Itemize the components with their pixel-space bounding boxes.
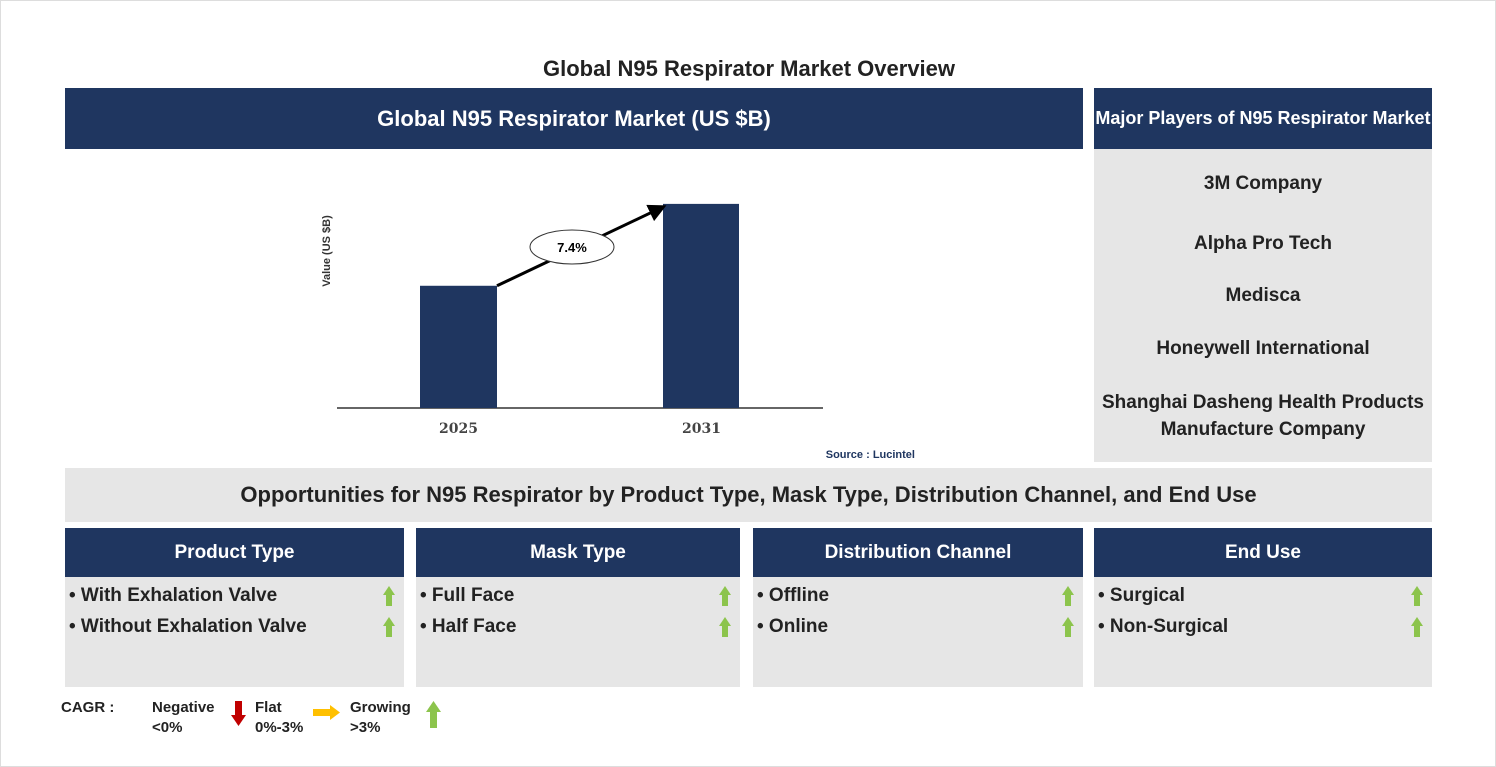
legend-growing: Growing >3% — [350, 698, 411, 738]
segment-item: • Half Face — [416, 611, 740, 642]
player: Medisca — [1225, 285, 1301, 306]
right-arrow-icon — [313, 705, 340, 720]
segment-item: • Non-Surgical — [1094, 611, 1432, 642]
segment-item-label: • Full Face — [420, 584, 515, 606]
down-arrow-icon — [231, 701, 246, 726]
flat-range: 0%-3% — [255, 719, 304, 736]
players-header-text: Major Players of N95 Respirator Market — [1095, 108, 1431, 128]
segment-header: Distribution Channel — [753, 528, 1083, 577]
segment-item: • Full Face — [416, 580, 740, 611]
legend-negative: Negative <0% — [152, 698, 215, 738]
page-title: Global N95 Respirator Market Overview — [542, 56, 956, 81]
segment-panel: • With Exhalation Valve • Without Exhalat… — [65, 577, 404, 687]
segment-item-label: • Online — [757, 615, 829, 637]
players-header: Major Players of N95 Respirator Market — [1094, 88, 1432, 149]
segment-panel: • Offline • Online — [753, 577, 1083, 687]
segment-item-label: • Half Face — [420, 615, 517, 637]
segment-panel: • Surgical • Non-Surgical — [1094, 577, 1432, 687]
segment-panel: • Full Face • Half Face — [416, 577, 740, 687]
growth-arrow-icon — [383, 616, 395, 637]
market-chart: Value (US $B) 2025 2031 7.4% Source : Luc… — [321, 203, 915, 461]
cagr-label: 7.4% — [557, 240, 587, 255]
segment-item: • Online — [753, 611, 1083, 642]
player: Shanghai Dasheng Health Products Manufac… — [1102, 392, 1424, 440]
segment-item: • Surgical — [1094, 580, 1432, 611]
player: Honeywell International — [1156, 338, 1370, 359]
segment-item-label: • Surgical — [1098, 584, 1185, 606]
segment-item-label: • Offline — [757, 584, 830, 606]
segment-header: Mask Type — [416, 528, 740, 577]
segment-item-label: • Non-Surgical — [1098, 615, 1229, 637]
legend-label: CAGR : — [61, 699, 115, 716]
segment-item-label: • With Exhalation Valve — [69, 584, 278, 606]
x-tick-label: 2025 — [439, 421, 478, 437]
growth-arrow-icon — [1062, 616, 1074, 637]
cagr-ellipse — [529, 229, 615, 265]
segment-item-label: • Without Exhalation Valve — [69, 615, 307, 637]
segment-header: Product Type — [65, 528, 404, 577]
source-label: Source : Lucintel — [826, 449, 915, 461]
y-axis-label: Value (US $B) — [321, 215, 333, 287]
players-panel: 3M Company Alpha Pro Tech Medisca Honeyw… — [1094, 149, 1432, 462]
segment-item: • Without Exhalation Valve — [65, 611, 404, 642]
segment-item: • With Exhalation Valve — [65, 580, 404, 611]
market-header: Global N95 Respirator Market (US $B) — [65, 88, 1083, 149]
growing-range: >3% — [350, 719, 381, 736]
negative-label: Negative — [152, 699, 215, 716]
growing-label: Growing — [350, 699, 411, 716]
player: Alpha Pro Tech — [1194, 233, 1332, 254]
player: 3M Company — [1203, 173, 1323, 194]
bar-2025 — [420, 285, 497, 408]
x-tick-label: 2031 — [682, 421, 721, 437]
segment-header: End Use — [1094, 528, 1432, 577]
growth-arrow-icon — [1411, 585, 1423, 606]
growth-arrow-icon — [719, 585, 731, 606]
growth-arrow-icon — [1411, 616, 1423, 637]
segment-item: • Offline — [753, 580, 1083, 611]
up-arrow-icon — [426, 701, 441, 728]
growth-arrow-icon — [719, 616, 731, 637]
growth-arrow-icon — [1062, 585, 1074, 606]
growth-arrow-icon — [383, 585, 395, 606]
bar-2031 — [663, 203, 739, 408]
flat-label: Flat — [255, 699, 282, 716]
negative-range: <0% — [152, 719, 183, 736]
legend-flat: Flat 0%-3% — [255, 698, 303, 738]
opportunities-header: Opportunities for N95 Respirator by Prod… — [65, 468, 1432, 522]
